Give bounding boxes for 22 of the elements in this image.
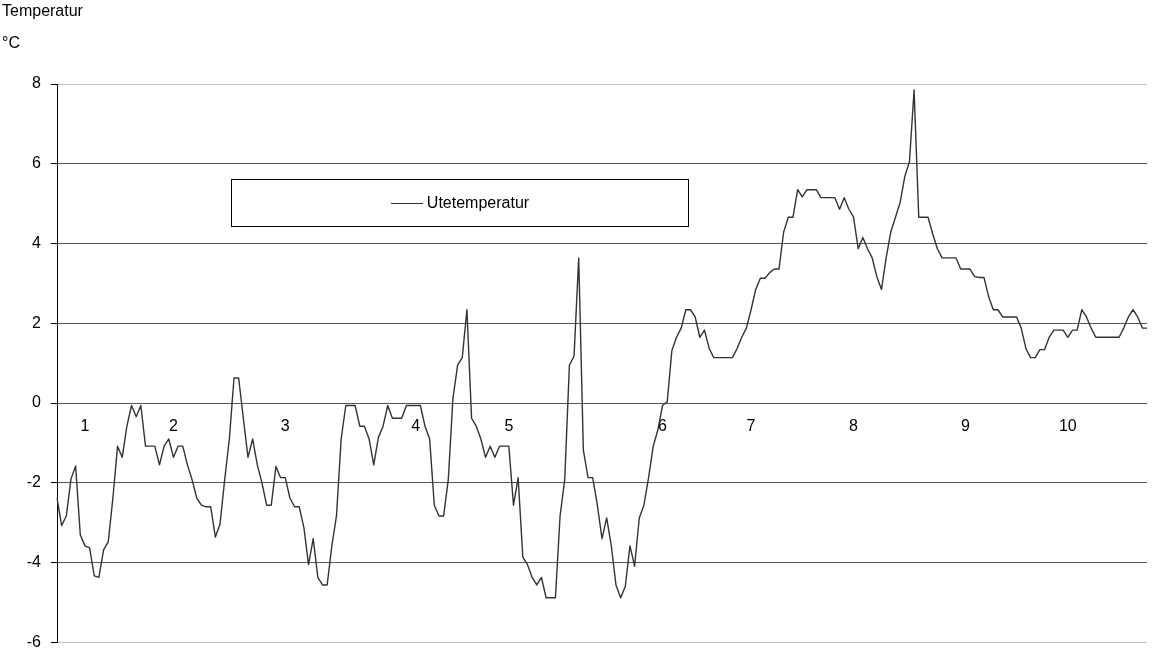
x-tick-label: 8 — [849, 417, 859, 435]
x-tick-label: 7 — [746, 417, 756, 435]
y-tick-label: 8 — [32, 74, 42, 92]
x-tick-label: 3 — [280, 417, 290, 435]
y-tick-label: 0 — [32, 393, 42, 411]
x-tick-label: 5 — [504, 417, 514, 435]
y-tick-label: 4 — [32, 233, 42, 251]
x-tick-label: 10 — [1058, 417, 1077, 435]
legend-box: Utetemperatur — [231, 179, 689, 227]
legend-label: Utetemperatur — [426, 194, 530, 212]
y-tick-label: -6 — [26, 632, 42, 650]
x-tick-label: 9 — [960, 417, 970, 435]
y-tick-label: 2 — [32, 313, 42, 331]
x-tick-label: 2 — [169, 417, 178, 435]
y-axis-title: °C — [2, 34, 20, 52]
x-tick-label: 6 — [658, 417, 668, 435]
x-tick-label: 1 — [80, 417, 90, 435]
y-tick-label: -4 — [26, 553, 42, 571]
y-tick-label: -2 — [26, 473, 42, 491]
chart-title: Temperatur — [2, 2, 83, 20]
x-tick-label: 4 — [411, 417, 421, 435]
y-tick-label: 6 — [32, 154, 42, 172]
